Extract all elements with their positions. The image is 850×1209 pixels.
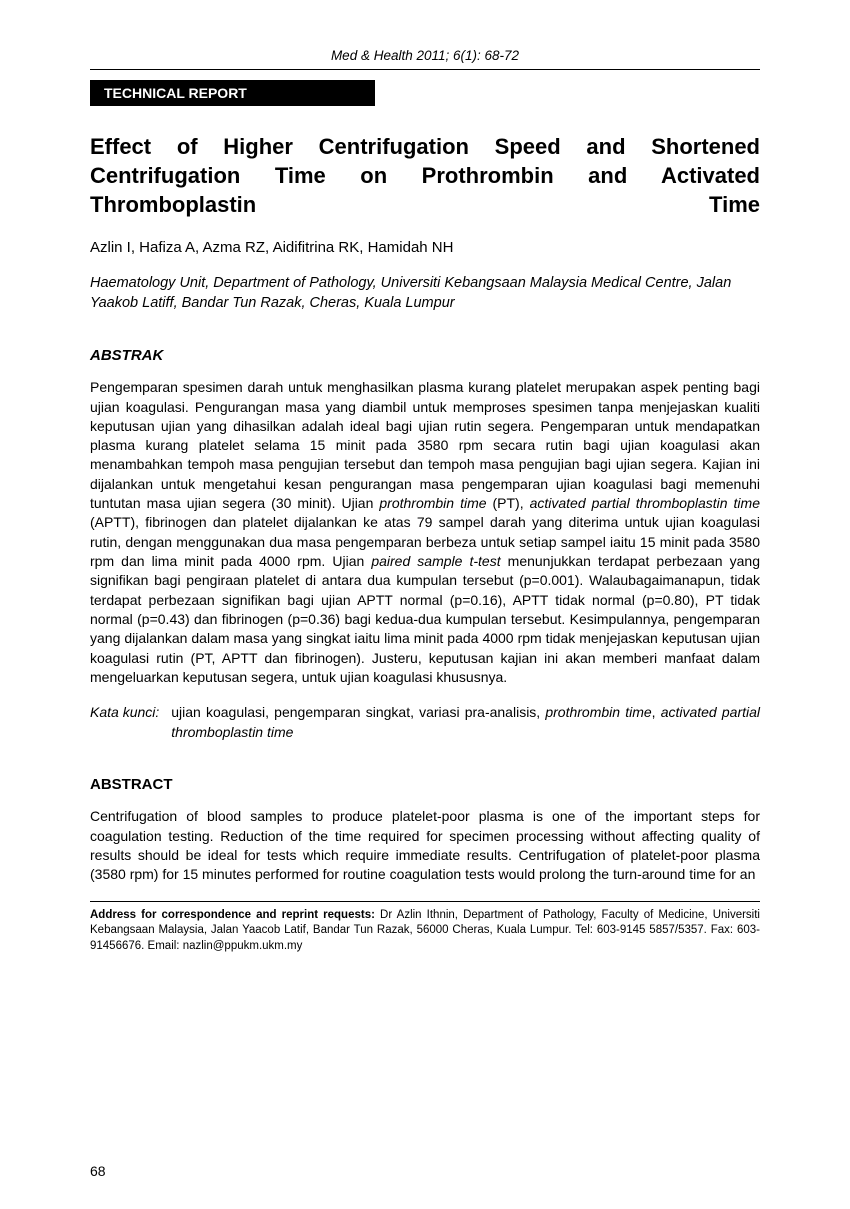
article-title: Effect of Higher Centrifugation Speed an…: [90, 132, 760, 219]
kata-kunci-label: Kata kunci:: [90, 703, 159, 742]
abstrak-heading: ABSTRAK: [90, 347, 760, 364]
correspondence-label: Address for correspondence and reprint r…: [90, 909, 375, 921]
footer-divider: [90, 901, 760, 902]
header-divider: [90, 69, 760, 70]
abstrak-body: Pengemparan spesimen darah untuk menghas…: [90, 378, 760, 687]
section-label: TECHNICAL REPORT: [90, 80, 375, 106]
abstract-body: Centrifugation of blood samples to produ…: [90, 807, 760, 884]
page-number: 68: [90, 1163, 106, 1179]
abstract-heading: ABSTRACT: [90, 776, 760, 793]
correspondence: Address for correspondence and reprint r…: [90, 908, 760, 955]
journal-citation: Med & Health 2011; 6(1): 68-72: [90, 48, 760, 63]
kata-kunci-text: ujian koagulasi, pengemparan singkat, va…: [171, 703, 760, 742]
authors: Azlin I, Hafiza A, Azma RZ, Aidifitrina …: [90, 239, 760, 256]
kata-kunci: Kata kunci: ujian koagulasi, pengemparan…: [90, 703, 760, 742]
affiliation: Haematology Unit, Department of Patholog…: [90, 274, 760, 313]
